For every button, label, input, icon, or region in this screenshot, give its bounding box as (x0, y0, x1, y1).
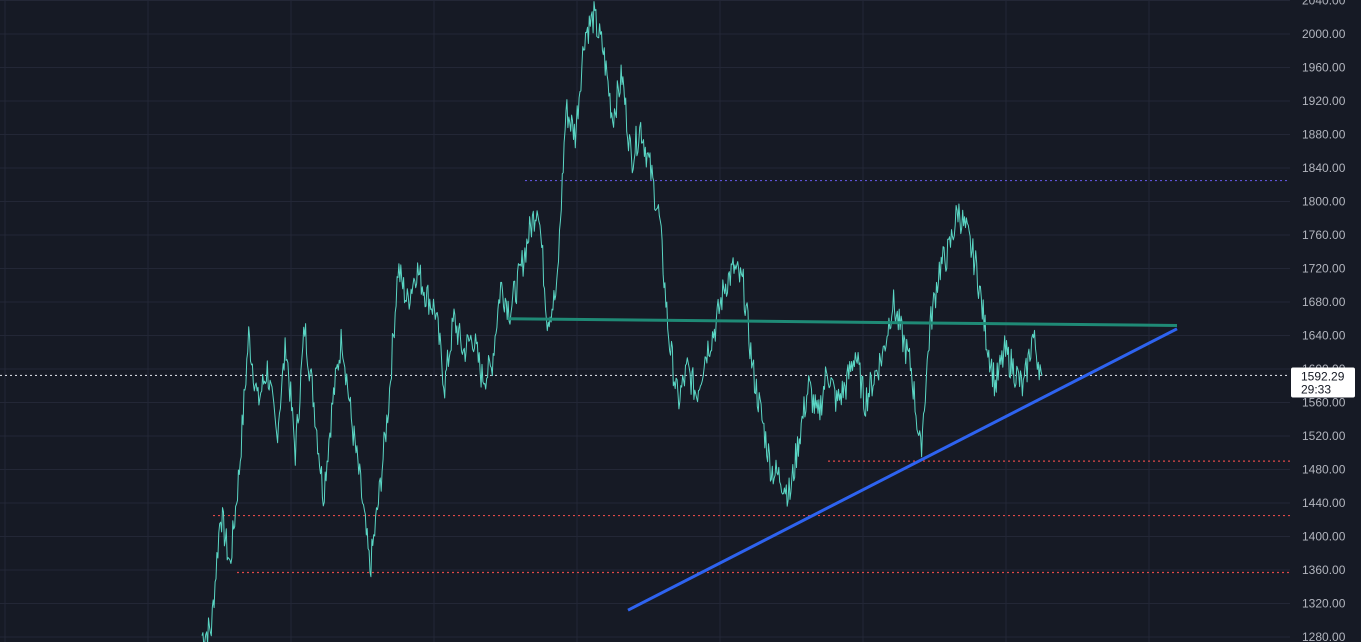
horizontal-line-drawing[interactable] (507, 317, 1178, 327)
current-price-tag-bg (1291, 367, 1355, 398)
current-price-tag: 1592.29 29:33 (1291, 367, 1355, 398)
price-tick-label: 1960.00 (1302, 61, 1346, 75)
price-tick-label: 1320.00 (1302, 597, 1346, 611)
current-price-value: 1592.29 (1301, 370, 1345, 384)
price-tick-label: 1520.00 (1302, 429, 1346, 443)
price-tick-label: 1680.00 (1302, 295, 1346, 309)
horizontal-levels (0, 179, 1290, 574)
price-tick-label: 1440.00 (1302, 496, 1346, 510)
price-tick-label: 1280.00 (1302, 630, 1346, 642)
price-tick-label: 1480.00 (1302, 463, 1346, 477)
price-tick-label: 1880.00 (1302, 128, 1346, 142)
drawings[interactable] (507, 317, 1178, 612)
trendline-drawing[interactable] (627, 327, 1178, 612)
price-tick-label: 1360.00 (1302, 563, 1346, 577)
price-tick-label: 1800.00 (1302, 195, 1346, 209)
price-tick-label: 1640.00 (1302, 329, 1346, 343)
price-tick-label: 2040.00 (1302, 0, 1346, 8)
countdown-timer: 29:33 (1301, 383, 1331, 397)
price-tick-label: 1400.00 (1302, 530, 1346, 544)
price-tick-label: 2000.00 (1302, 27, 1346, 41)
grid (0, 0, 1290, 642)
price-tick-label: 1560.00 (1302, 396, 1346, 410)
price-axis[interactable]: 1280.00 1320.00 1360.00 1400.00 1440.00 1480.… (1302, 0, 1346, 642)
price-tick-label: 1920.00 (1302, 94, 1346, 108)
price-tick-label: 1760.00 (1302, 228, 1346, 242)
price-tick-label: 1720.00 (1302, 262, 1346, 276)
price-tick-label: 1840.00 (1302, 161, 1346, 175)
